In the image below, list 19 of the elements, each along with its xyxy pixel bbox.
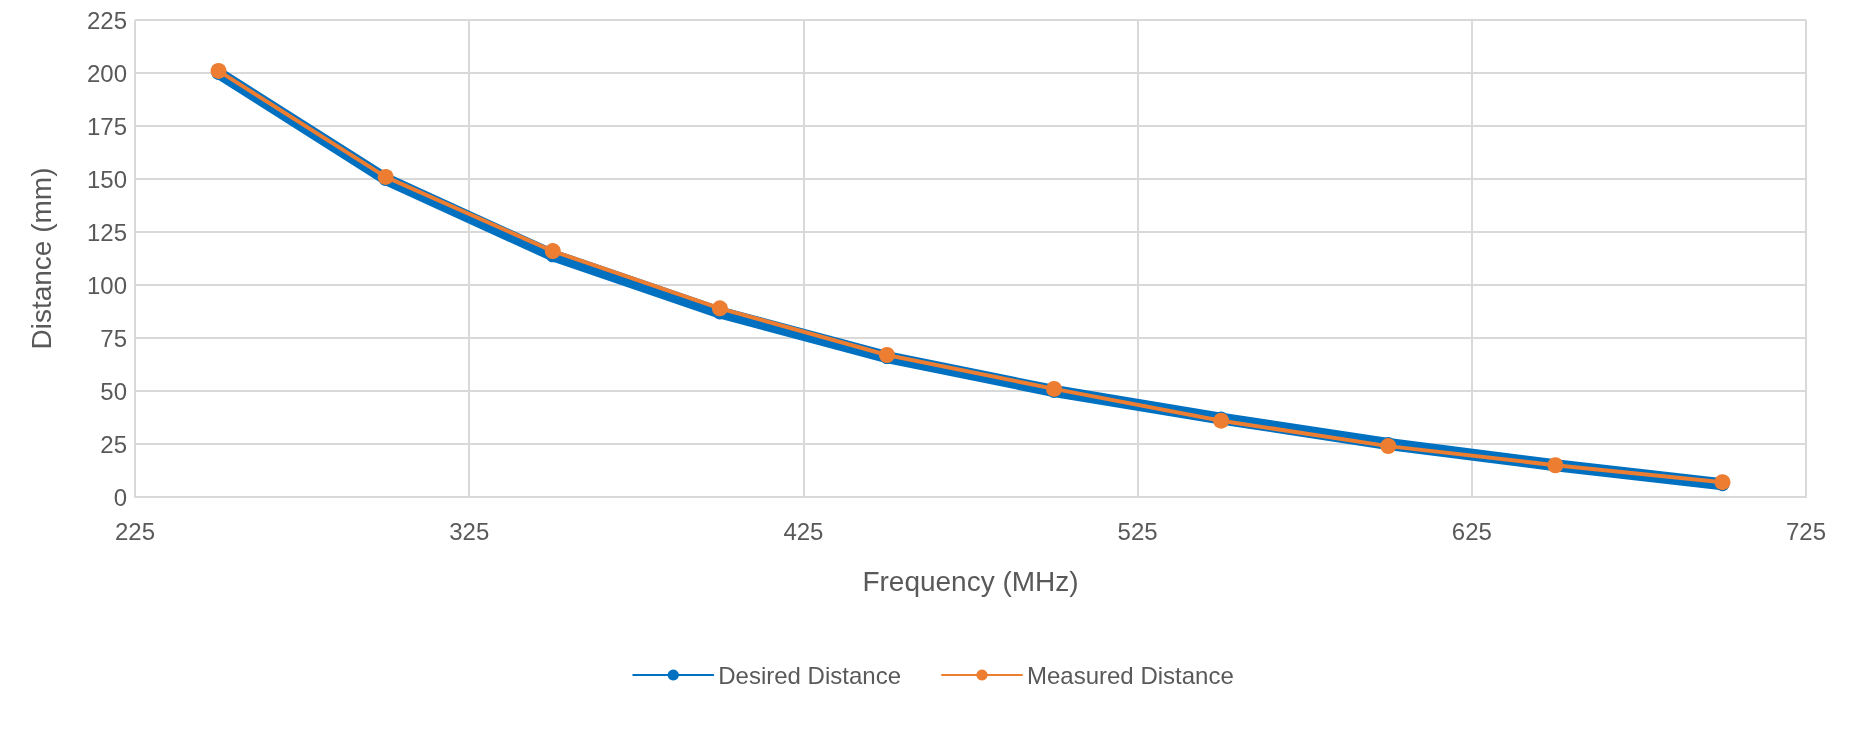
x-axis-title: Frequency (MHz): [862, 565, 1079, 597]
y-tick-label: 175: [86, 112, 127, 140]
legend-label: Desired Distance: [718, 661, 901, 689]
y-tick-label: 225: [86, 6, 127, 34]
x-tick-label: 425: [783, 517, 824, 545]
legend-label: Measured Distance: [1026, 661, 1234, 689]
y-tick-label: 50: [100, 377, 127, 405]
x-tick-label: 725: [1785, 517, 1827, 545]
y-axis-title: Distance (mm): [25, 167, 57, 350]
x-tick-label: 325: [449, 517, 490, 545]
x-tick-label: 525: [1117, 517, 1158, 545]
y-tick-label: 75: [100, 324, 127, 352]
y-tick-label: 150: [86, 165, 127, 193]
y-tick-label: 0: [113, 483, 127, 511]
y-tick-label: 25: [100, 430, 127, 458]
y-tick-label: 125: [86, 218, 127, 246]
y-tick-label: 200: [86, 59, 127, 87]
x-tick-label: 625: [1451, 517, 1492, 545]
y-tick-label: 100: [86, 271, 127, 299]
